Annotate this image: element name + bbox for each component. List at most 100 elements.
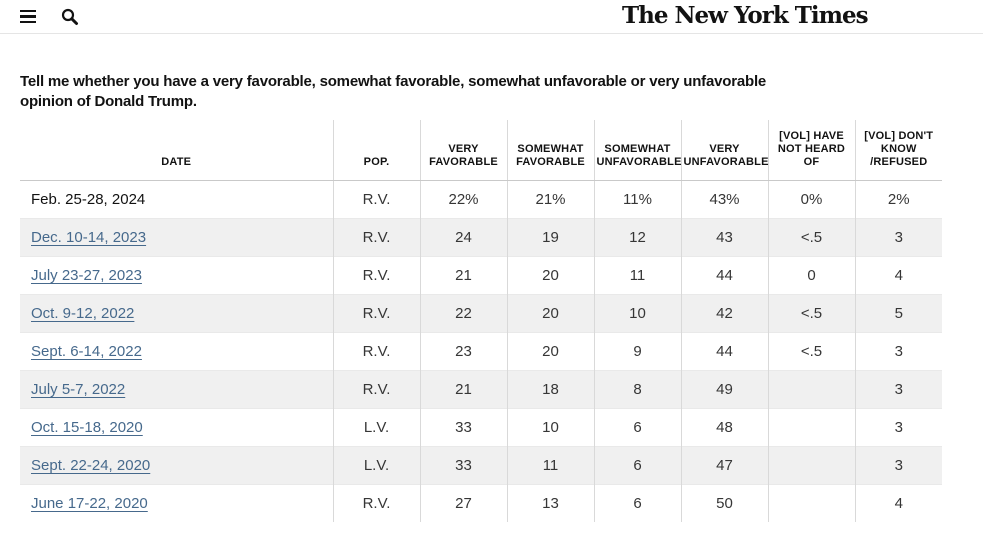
table-row: Feb. 25-28, 2024 R.V. 22% 21% 11% 43% 0% 2%: [20, 180, 942, 219]
value-cell: 21: [419, 256, 507, 295]
value-cell: 22: [419, 294, 507, 333]
value-cell: 11: [506, 446, 594, 485]
value-cell: <.5: [767, 332, 855, 371]
poll-date-link[interactable]: Oct. 9-12, 2022: [31, 305, 135, 322]
value-cell: 3: [854, 446, 942, 485]
top-nav: The New York Times: [0, 0, 983, 34]
table-row: July 23-27, 2023 R.V. 21 20 11 44 0 4: [20, 256, 942, 295]
poll-results-table: DATE POP. VERY FAVORABLE SOMEWHAT FAVORA…: [20, 120, 942, 522]
poll-date-link[interactable]: Sept. 6-14, 2022: [31, 343, 142, 360]
poll-date-link[interactable]: Dec. 10-14, 2023: [31, 229, 147, 246]
value-cell: 24: [419, 218, 507, 257]
value-cell: 49: [680, 370, 768, 409]
value-cell: 42: [680, 294, 768, 333]
value-cell: 11%: [593, 180, 681, 219]
poll-date-link[interactable]: July 5-7, 2022: [31, 381, 126, 398]
value-cell: 33: [419, 446, 507, 485]
value-cell: 10: [506, 408, 594, 447]
value-cell: 47: [680, 446, 768, 485]
value-cell: 20: [506, 332, 594, 371]
pop-cell: L.V.: [332, 446, 420, 485]
value-cell: 50: [680, 484, 768, 522]
col-header-not-heard-of: [VOL] HAVE NOT HEARD OF: [767, 120, 855, 181]
table-row: June 17-22, 2020 R.V. 27 13 6 50 4: [20, 484, 942, 523]
value-cell: 20: [506, 256, 594, 295]
poll-date-link[interactable]: Oct. 15-18, 2020: [31, 419, 143, 436]
col-header-pop: POP.: [332, 120, 420, 181]
value-cell: 19: [506, 218, 594, 257]
table-row: Oct. 15-18, 2020 L.V. 33 10 6 48 3: [20, 408, 942, 447]
table-body: Feb. 25-28, 2024 R.V. 22% 21% 11% 43% 0% 2% Dec.…: [20, 180, 942, 523]
value-cell: <.5: [767, 218, 855, 257]
poll-date-link[interactable]: July 23-27, 2023: [31, 267, 142, 284]
poll-date-text: Feb. 25-28, 2024: [31, 191, 146, 208]
value-cell: 10: [593, 294, 681, 333]
value-cell: 23: [419, 332, 507, 371]
col-header-very-unfavorable: VERY UNFAVORABLE: [680, 120, 768, 181]
col-header-somewhat-unfavorable: SOMEWHAT UNFAVORABLE: [593, 120, 681, 181]
value-cell: 6: [593, 484, 681, 522]
value-cell: 20: [506, 294, 594, 333]
date-cell: July 23-27, 2023: [20, 257, 333, 295]
table-row: Sept. 6-14, 2022 R.V. 23 20 9 44 <.5 3: [20, 332, 942, 371]
pop-cell: R.V.: [332, 256, 420, 295]
pop-cell: R.V.: [332, 370, 420, 409]
col-header-date: DATE: [20, 120, 333, 181]
value-cell: [767, 446, 855, 485]
value-cell: 18: [506, 370, 594, 409]
pop-cell: R.V.: [332, 294, 420, 333]
col-header-somewhat-favorable: SOMEWHAT FAVORABLE: [506, 120, 594, 181]
value-cell: 44: [680, 332, 768, 371]
value-cell: 3: [854, 408, 942, 447]
pop-cell: R.V.: [332, 332, 420, 371]
value-cell: 13: [506, 484, 594, 522]
table-row: Dec. 10-14, 2023 R.V. 24 19 12 43 <.5 3: [20, 218, 942, 257]
value-cell: 27: [419, 484, 507, 522]
poll-date-link[interactable]: June 17-22, 2020: [31, 495, 148, 512]
value-cell: 48: [680, 408, 768, 447]
date-cell: June 17-22, 2020: [20, 485, 333, 523]
value-cell: [767, 370, 855, 409]
value-cell: 11: [593, 256, 681, 295]
col-header-very-favorable: VERY FAVORABLE: [419, 120, 507, 181]
table-row: Sept. 22-24, 2020 L.V. 33 11 6 47 3: [20, 446, 942, 485]
poll-date-link[interactable]: Sept. 22-24, 2020: [31, 457, 151, 474]
value-cell: 43%: [680, 180, 768, 219]
value-cell: 3: [854, 332, 942, 371]
value-cell: 4: [854, 484, 942, 522]
search-icon[interactable]: [60, 7, 80, 27]
date-cell: Sept. 6-14, 2022: [20, 333, 333, 371]
date-cell: Dec. 10-14, 2023: [20, 219, 333, 257]
date-cell: Feb. 25-28, 2024: [20, 181, 333, 219]
value-cell: 3: [854, 218, 942, 257]
value-cell: 0: [767, 256, 855, 295]
table-row: Oct. 9-12, 2022 R.V. 22 20 10 42 <.5 5: [20, 294, 942, 333]
value-cell: 12: [593, 218, 681, 257]
pop-cell: L.V.: [332, 408, 420, 447]
pop-cell: R.V.: [332, 484, 420, 522]
pop-cell: R.V.: [332, 180, 420, 219]
value-cell: 33: [419, 408, 507, 447]
value-cell: 3: [854, 370, 942, 409]
value-cell: 9: [593, 332, 681, 371]
table-row: July 5-7, 2022 R.V. 21 18 8 49 3: [20, 370, 942, 409]
nyt-logo[interactable]: The New York Times: [622, 2, 869, 29]
value-cell: 2%: [854, 180, 942, 219]
value-cell: 21%: [506, 180, 594, 219]
date-cell: Sept. 22-24, 2020: [20, 447, 333, 485]
date-cell: Oct. 15-18, 2020: [20, 409, 333, 447]
value-cell: 8: [593, 370, 681, 409]
pop-cell: R.V.: [332, 218, 420, 257]
value-cell: 21: [419, 370, 507, 409]
date-cell: Oct. 9-12, 2022: [20, 295, 333, 333]
value-cell: 5: [854, 294, 942, 333]
value-cell: 4: [854, 256, 942, 295]
value-cell: [767, 484, 855, 522]
value-cell: <.5: [767, 294, 855, 333]
hamburger-menu-icon[interactable]: [20, 10, 36, 23]
value-cell: 44: [680, 256, 768, 295]
value-cell: 6: [593, 446, 681, 485]
value-cell: [767, 408, 855, 447]
value-cell: 22%: [419, 180, 507, 219]
col-header-dont-know-refused: [VOL] DON'T KNOW /REFUSED: [854, 120, 942, 181]
